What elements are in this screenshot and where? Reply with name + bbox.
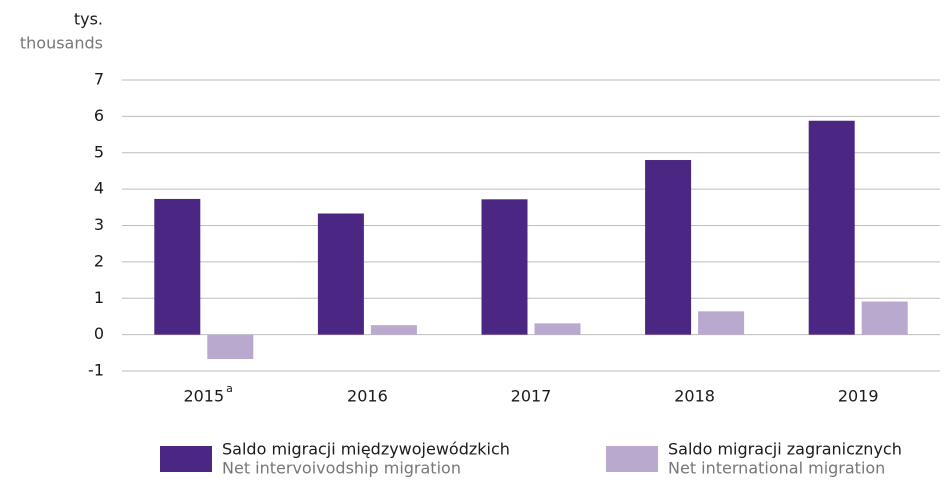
legend-swatch — [606, 446, 658, 472]
y-tick-label: 2 — [94, 251, 104, 270]
y-tick-label: -1 — [88, 361, 104, 380]
x-tick-label: 2018 — [674, 387, 715, 406]
bar — [154, 198, 201, 335]
legend-label: Net international migration — [668, 459, 885, 478]
bar — [481, 199, 528, 335]
y-tick-label: 3 — [94, 215, 104, 234]
bar — [645, 160, 692, 335]
legend-label: Saldo migracji międzywojewódzkich — [222, 440, 510, 459]
y-tick-label: 0 — [94, 324, 104, 343]
x-tick-label: 2016 — [347, 387, 388, 406]
y-tick-label: 6 — [94, 106, 104, 125]
y-tick-label: 5 — [94, 142, 104, 161]
y-tick-label: 7 — [94, 70, 104, 89]
legend-label: Net intervoivodship migration — [222, 459, 461, 478]
x-tick-label: 2017 — [511, 387, 552, 406]
bar — [317, 213, 364, 335]
legend-label: Saldo migracji zagranicznych — [668, 440, 902, 459]
bar — [534, 323, 581, 335]
bar — [861, 301, 908, 335]
footnote-marker: a — [226, 382, 233, 395]
legend-swatch — [160, 446, 212, 472]
y-tick-label: 1 — [94, 288, 104, 307]
bar — [207, 334, 254, 359]
bar — [808, 120, 855, 335]
bar — [370, 325, 417, 335]
y-axis-label: tys. — [74, 10, 103, 29]
y-tick-label: 4 — [94, 179, 104, 198]
x-tick-label: 2015 — [183, 387, 224, 406]
y-axis-label: thousands — [20, 34, 103, 53]
bar — [698, 311, 745, 335]
x-tick-label: 2019 — [838, 387, 879, 406]
